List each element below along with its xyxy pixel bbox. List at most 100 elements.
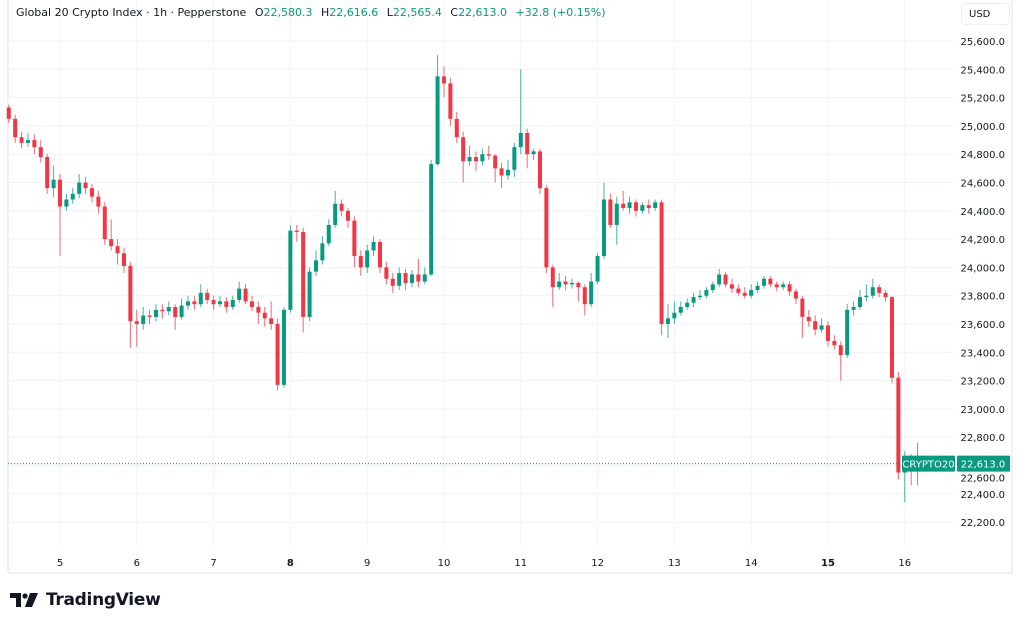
candle-body — [217, 301, 222, 305]
candle — [281, 307, 286, 388]
time-axis[interactable]: 5 6 7 8 9 10 11 12 13 14 15 16 — [57, 558, 911, 569]
candle — [813, 315, 818, 336]
candle — [838, 340, 843, 381]
candle-body — [358, 256, 363, 268]
candle — [6, 104, 11, 124]
symbol-title[interactable]: Global 20 Crypto Index · 1h · Pepperston… — [16, 6, 247, 19]
candle — [736, 284, 741, 296]
candle-body — [403, 273, 408, 283]
candle-body — [832, 340, 837, 346]
change-value: +32.8 (+0.15%) — [515, 6, 606, 19]
candle-body — [653, 202, 658, 208]
candle-body — [352, 220, 357, 257]
candle-body — [518, 132, 523, 148]
currency-button[interactable]: USD — [961, 3, 1010, 25]
candle — [781, 281, 786, 291]
time-tick-label: 9 — [364, 558, 370, 569]
candle-body — [627, 202, 632, 208]
candle — [416, 258, 421, 288]
candle — [576, 281, 581, 302]
candle — [269, 301, 274, 330]
candle — [397, 267, 402, 291]
candle — [633, 199, 638, 217]
candle — [819, 318, 824, 333]
candle-body — [499, 168, 504, 176]
candle — [800, 295, 805, 339]
candle — [435, 55, 440, 166]
candle-body — [326, 224, 331, 244]
time-tick-label: 6 — [134, 558, 140, 569]
candle-body — [281, 309, 286, 385]
candle — [192, 295, 197, 310]
candle — [877, 284, 882, 298]
candle-body — [166, 307, 171, 312]
candle-body — [736, 288, 741, 293]
last-price-label-bg — [957, 455, 1010, 472]
candle — [883, 290, 888, 302]
candle-body — [83, 182, 88, 189]
candle-body — [704, 290, 709, 296]
candle-body — [813, 321, 818, 330]
candle — [537, 148, 542, 194]
price-axis[interactable]: 22,200.0 22,400.0 22,600.0 22,800.0 23,000.0… — [960, 37, 1005, 529]
candle — [77, 174, 82, 199]
tradingview-logo[interactable]: TradingView — [10, 590, 161, 610]
candle-body — [633, 202, 638, 211]
candle-body — [320, 243, 325, 261]
candle-body — [13, 118, 18, 138]
logo-text: TradingView — [46, 590, 161, 610]
candle — [627, 196, 632, 214]
symbol-label-bg — [902, 455, 955, 472]
candle-body — [787, 284, 792, 292]
candle — [857, 290, 862, 310]
candle — [704, 287, 709, 299]
candle — [224, 297, 229, 313]
candle-body — [761, 278, 766, 286]
candle-body — [160, 309, 165, 312]
price-tick-label: 23,800.0 — [960, 292, 1005, 303]
candle-body — [243, 288, 248, 302]
candle-body — [371, 241, 376, 251]
candle-body — [429, 164, 434, 275]
candle-body — [544, 188, 549, 268]
time-tick-label: 12 — [591, 558, 604, 569]
candle-body — [806, 316, 811, 322]
candle-body — [64, 199, 69, 207]
candle — [256, 301, 261, 324]
candle-body — [185, 301, 190, 306]
tradingview-logo-icon — [10, 593, 38, 607]
candle-body — [793, 291, 798, 299]
candle-body — [262, 312, 267, 319]
candle — [320, 236, 325, 265]
candle — [505, 159, 510, 180]
candle-body — [301, 232, 306, 317]
price-tick-label: 22,600.0 — [960, 474, 1005, 485]
candle — [64, 193, 69, 211]
candle-body — [224, 301, 229, 308]
symbol-label: CRYPTO20 — [902, 460, 954, 471]
close-label: C — [450, 6, 459, 19]
candle-body — [115, 246, 120, 254]
candle-body — [889, 297, 894, 378]
candle-body — [57, 179, 62, 207]
candle — [589, 273, 594, 308]
candle-body — [710, 284, 715, 291]
candle — [179, 298, 184, 320]
candle-body — [102, 206, 107, 240]
candle — [422, 267, 427, 285]
candle-body — [454, 118, 459, 138]
candle-body — [864, 295, 869, 298]
candle-body — [345, 210, 350, 221]
candle — [512, 142, 517, 177]
candle — [825, 321, 830, 347]
candle-body — [211, 299, 216, 305]
candle — [659, 199, 664, 336]
time-tick-label: 16 — [898, 558, 911, 569]
candle-body — [672, 312, 677, 319]
candle-body — [838, 345, 843, 356]
candle — [486, 145, 491, 160]
candle — [544, 185, 549, 274]
candle — [889, 295, 894, 384]
price-tick-label: 23,400.0 — [960, 348, 1005, 359]
